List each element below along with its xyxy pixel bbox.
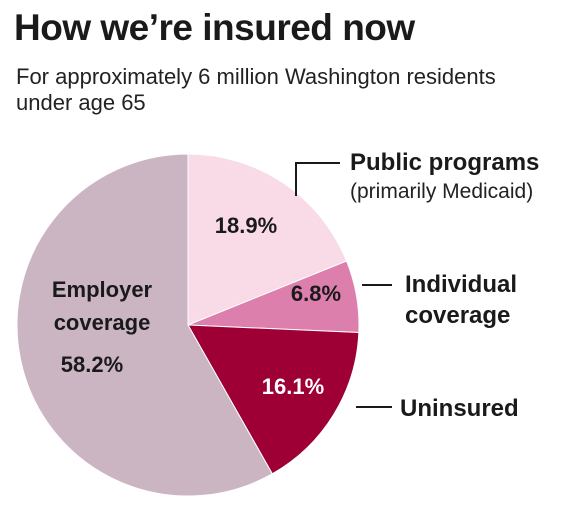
slice-label-individual: coverage (405, 302, 510, 329)
leader-line-public (295, 162, 340, 196)
slice-label-public: Public programs (350, 149, 539, 176)
slice-value-individual: 6.8% (291, 281, 341, 306)
pie-slice-employer (16, 153, 273, 497)
pie-slice-uninsured (187, 324, 360, 475)
slice-label-employer: coverage (54, 310, 151, 335)
slice-label-employer: Employer (52, 277, 153, 302)
chart-title: How we’re insured now (14, 7, 415, 48)
slice-value-employer: 58.2% (61, 352, 123, 377)
slice-value-public: 18.9% (215, 213, 277, 238)
chart-subtitle: For approximately 6 million Washington r… (16, 64, 496, 115)
slice-labels: 18.9% Public programs (primarily Medicaid)… (52, 149, 540, 422)
slice-label-individual: Individual (405, 271, 517, 298)
pie-slices (16, 153, 360, 497)
slice-note-public: (primarily Medicaid) (350, 180, 533, 203)
pie-slice-public (187, 153, 348, 326)
leader-lines (295, 162, 392, 408)
slice-value-uninsured: 16.1% (262, 374, 324, 399)
slice-label-uninsured: Uninsured (400, 395, 519, 422)
